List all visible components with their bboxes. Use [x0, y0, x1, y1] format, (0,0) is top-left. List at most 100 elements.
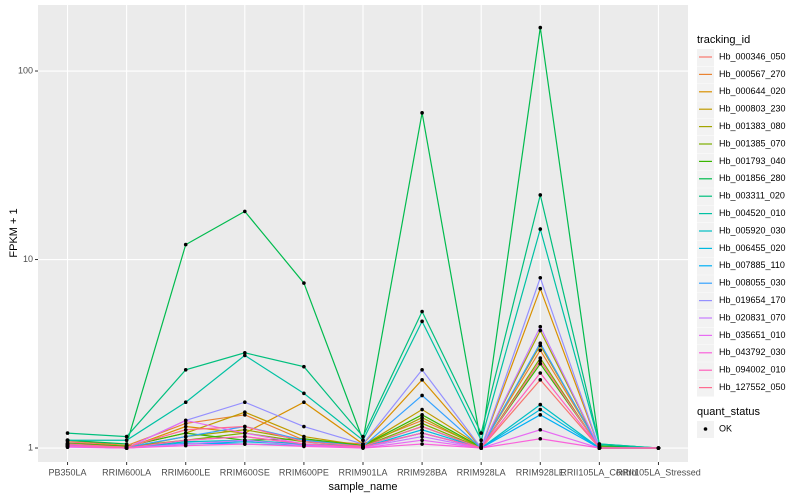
legend-label: Hb_000567_270 — [719, 69, 786, 79]
data-point — [243, 209, 247, 214]
x-tick-label: RRIM600SE — [220, 467, 270, 477]
x-tick-label: RRII105LA_Stressed — [616, 467, 701, 477]
legend-label: Hb_019654_170 — [719, 295, 786, 305]
legend-label: Hb_000644_020 — [719, 86, 786, 96]
data-point — [538, 436, 543, 441]
data-point — [183, 438, 188, 443]
data-point — [302, 400, 306, 405]
data-point — [479, 431, 483, 435]
data-point — [302, 391, 306, 396]
data-point — [183, 400, 188, 405]
data-point — [243, 434, 247, 439]
data-point — [302, 281, 306, 285]
legend-label: Hb_035651_010 — [719, 330, 786, 340]
data-point — [420, 418, 424, 423]
data-point — [597, 442, 602, 446]
legend-label: Hb_001385_070 — [719, 138, 786, 148]
data-point — [538, 348, 543, 353]
data-point — [302, 439, 306, 444]
data-point — [65, 438, 70, 443]
data-point — [183, 431, 188, 435]
legend-label: Hb_020831_070 — [719, 312, 786, 322]
data-point — [479, 442, 483, 446]
legend-label: Hb_043792_030 — [719, 347, 786, 357]
data-point — [243, 413, 247, 417]
y-axis-title: FPKM + 1 — [8, 208, 20, 257]
data-point — [538, 371, 543, 375]
legend-label: OK — [719, 423, 732, 433]
data-point — [420, 438, 424, 443]
data-point — [479, 438, 483, 443]
data-point — [538, 427, 543, 432]
legend-label: Hb_003311_020 — [719, 191, 785, 201]
data-point — [538, 227, 543, 231]
x-axis-title: sample_name — [328, 481, 397, 493]
data-point — [538, 413, 543, 417]
data-point — [538, 402, 543, 407]
legend-label: Hb_000803_230 — [719, 104, 786, 114]
legend-label: Hb_094002_010 — [719, 365, 786, 375]
data-point — [183, 427, 188, 432]
data-point — [361, 444, 365, 449]
data-point — [183, 424, 188, 429]
data-point — [183, 367, 188, 372]
legend-swatch — [703, 427, 708, 431]
data-point — [420, 427, 424, 432]
data-point — [243, 431, 247, 435]
legend-label: Hb_000346_050 — [719, 51, 786, 61]
x-tick-label: RRIM600PE — [279, 467, 329, 477]
data-point — [302, 424, 306, 429]
legend-label: Hb_001793_040 — [719, 156, 786, 166]
data-point — [597, 446, 602, 450]
data-point — [420, 415, 424, 420]
y-tick-label: 10 — [23, 254, 33, 264]
y-tick-label: 100 — [18, 65, 33, 75]
data-point — [538, 341, 543, 345]
data-point — [124, 438, 129, 443]
data-point — [124, 434, 129, 439]
data-point — [538, 25, 543, 30]
data-point — [243, 350, 247, 355]
data-point — [65, 431, 70, 435]
data-point — [420, 111, 424, 115]
data-point — [538, 407, 543, 412]
data-point — [420, 424, 424, 429]
legend-label: Hb_001383_080 — [719, 121, 786, 131]
x-tick-label: RRIM600LE — [161, 467, 210, 477]
data-point — [420, 434, 424, 439]
data-point — [183, 421, 188, 426]
data-point — [183, 242, 188, 247]
data-point — [243, 424, 247, 429]
data-point — [243, 400, 247, 405]
x-tick-label: RRIM928BA — [397, 467, 447, 477]
data-point — [656, 446, 661, 450]
data-point — [538, 359, 543, 363]
legend-label: Hb_007885_110 — [719, 260, 785, 270]
data-point — [183, 434, 188, 439]
data-point — [361, 434, 365, 439]
y-tick-label: 1 — [28, 442, 33, 452]
data-point — [538, 361, 543, 366]
data-point — [420, 413, 424, 417]
data-point — [243, 353, 247, 358]
data-point — [479, 446, 483, 450]
legend-label: Hb_001856_280 — [719, 173, 786, 183]
legend-label: Hb_127552_050 — [719, 382, 786, 392]
data-point — [124, 442, 129, 446]
data-point — [420, 378, 424, 382]
data-point — [420, 431, 424, 435]
legend-label: Hb_005920_030 — [719, 225, 786, 235]
legend-label: Hb_004520_010 — [719, 208, 786, 218]
legend-title: quant_status — [697, 406, 760, 418]
data-point — [420, 367, 424, 372]
data-point — [183, 418, 188, 423]
legend-label: Hb_006455_020 — [719, 243, 786, 253]
x-tick-label: RRIM928LA — [457, 467, 506, 477]
data-point — [420, 421, 424, 426]
data-point — [538, 275, 543, 280]
data-point — [361, 438, 365, 443]
data-point — [420, 393, 424, 398]
data-point — [243, 438, 247, 443]
x-tick-label: RRII105LA_Control — [560, 467, 638, 477]
x-tick-label: PB350LA — [49, 467, 87, 477]
